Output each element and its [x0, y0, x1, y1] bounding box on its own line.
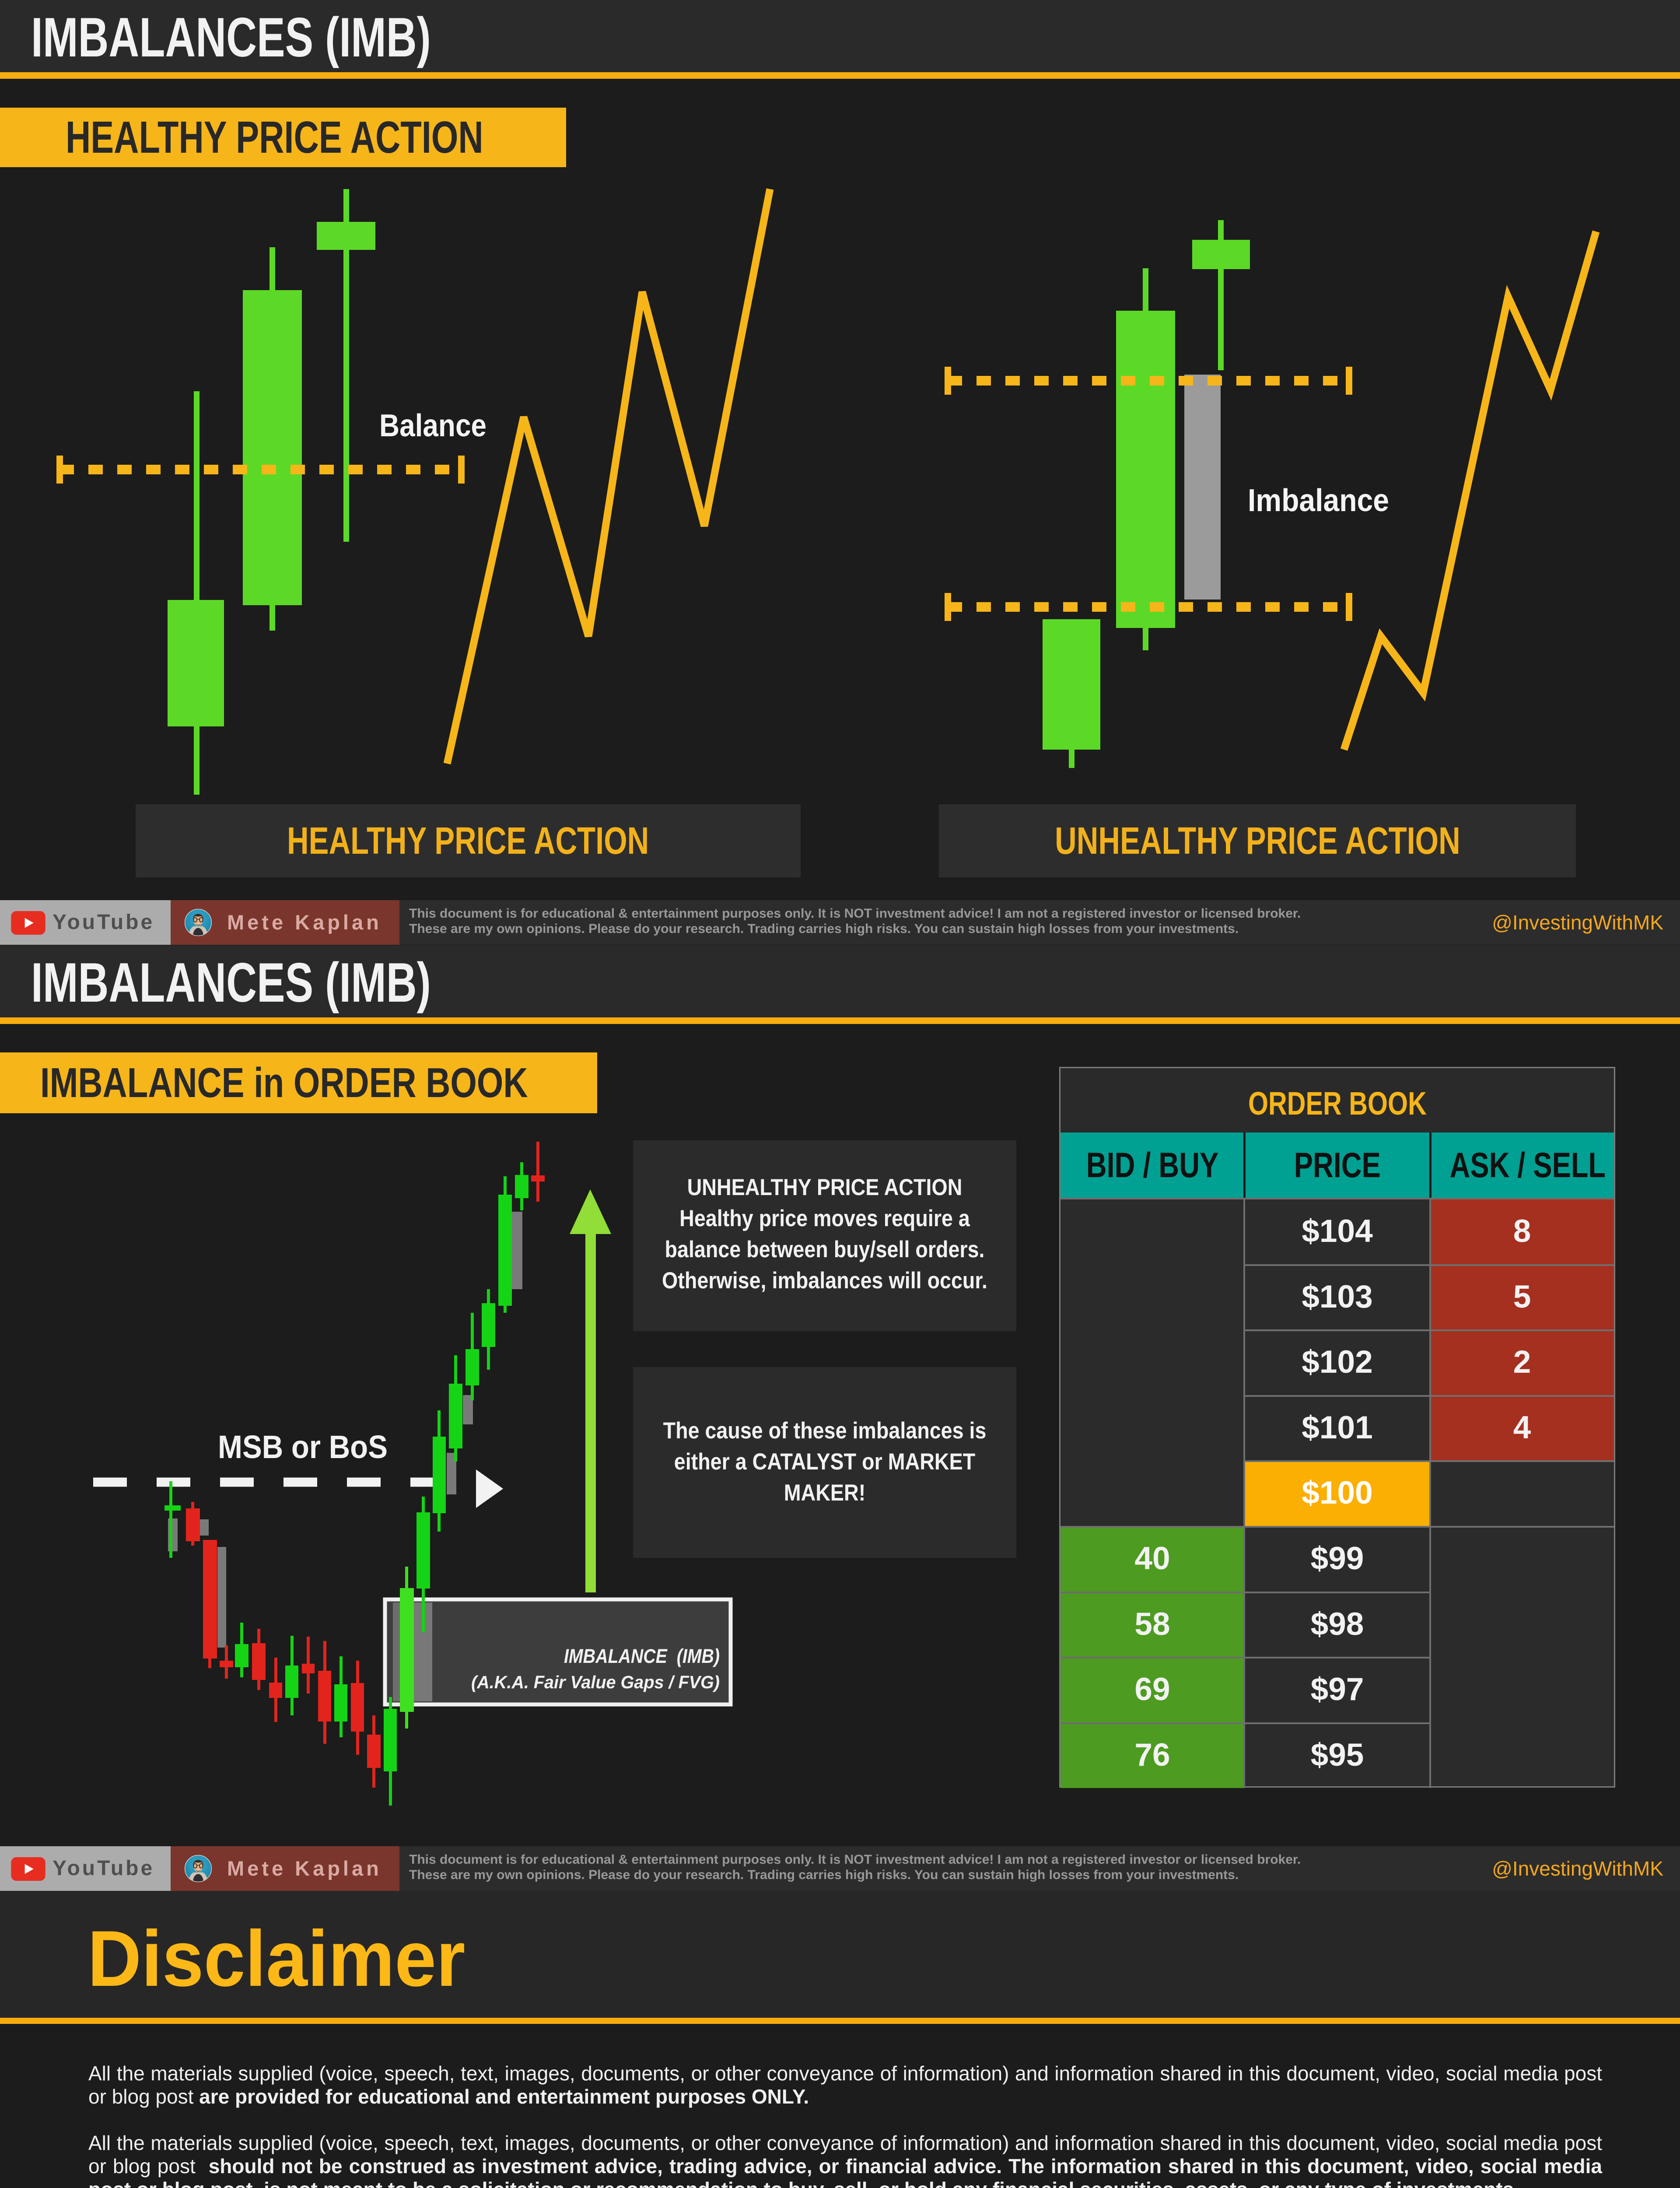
svg-text:IMBALANCE (IMB): IMBALANCE (IMB) [564, 1645, 720, 1667]
svg-text:Imbalance: Imbalance [1248, 483, 1389, 518]
svg-text:Balance: Balance [379, 408, 486, 443]
svg-text:(A.K.A. Fair Value Gaps / FVG): (A.K.A. Fair Value Gaps / FVG) [471, 1672, 720, 1692]
svg-text:MSB or BoS: MSB or BoS [218, 1429, 388, 1465]
